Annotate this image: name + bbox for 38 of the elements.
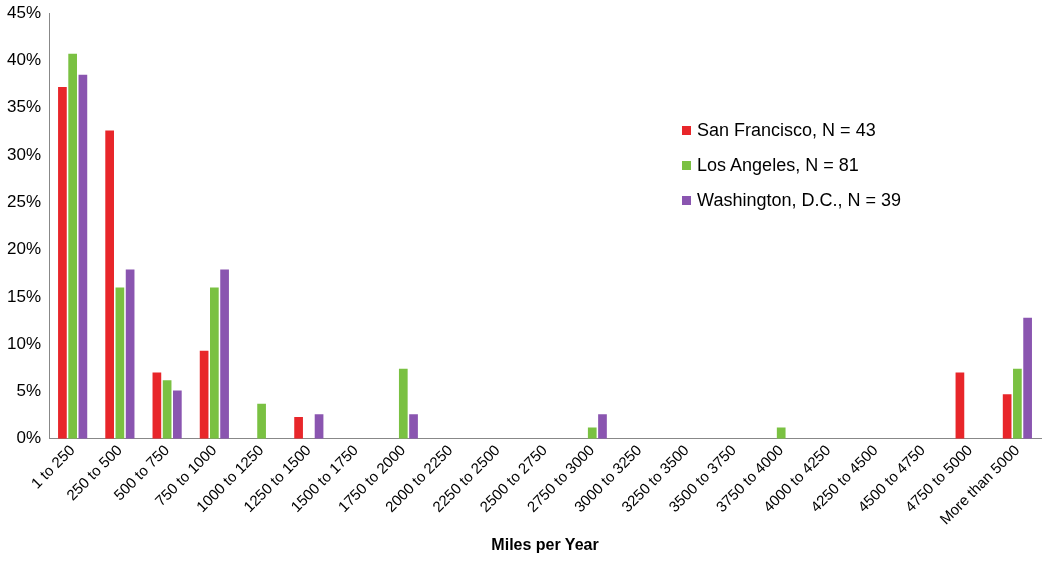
bar (1013, 368, 1022, 439)
y-tick-label: 10% (6, 333, 42, 353)
bar (257, 403, 266, 439)
bar (105, 130, 114, 439)
y-tick-label: 45% (6, 2, 42, 22)
bar (776, 427, 786, 439)
bar (314, 414, 324, 439)
bar (210, 287, 219, 439)
y-tick-label: 0% (16, 428, 42, 448)
bar (162, 380, 172, 439)
y-tick-label: 40% (6, 50, 42, 70)
bar (587, 427, 597, 439)
bar (1002, 394, 1012, 439)
bar (58, 86, 67, 439)
bar (115, 287, 125, 439)
legend-label: Los Angeles, N = 81 (697, 155, 859, 176)
bar (1023, 317, 1032, 439)
bar (199, 350, 209, 439)
y-tick-label: 35% (6, 97, 42, 117)
y-tick-label: 5% (16, 381, 42, 401)
bar (68, 53, 77, 439)
y-tick-label: 15% (6, 286, 42, 306)
y-tick-label: 20% (6, 239, 42, 259)
legend-label: San Francisco, N = 43 (697, 120, 876, 141)
bar (173, 390, 182, 439)
y-tick-label: 25% (6, 192, 42, 212)
bar (398, 368, 408, 439)
legend-label: Washington, D.C., N = 39 (697, 190, 901, 211)
bar (409, 414, 418, 439)
bar (152, 372, 162, 439)
bar (294, 417, 303, 439)
bar (220, 269, 229, 439)
bar (598, 414, 607, 439)
bar (125, 269, 135, 439)
bar (78, 74, 88, 439)
x-axis-title: Miles per Year (491, 535, 599, 553)
y-tick-label: 30% (6, 144, 42, 164)
bar (955, 372, 965, 439)
